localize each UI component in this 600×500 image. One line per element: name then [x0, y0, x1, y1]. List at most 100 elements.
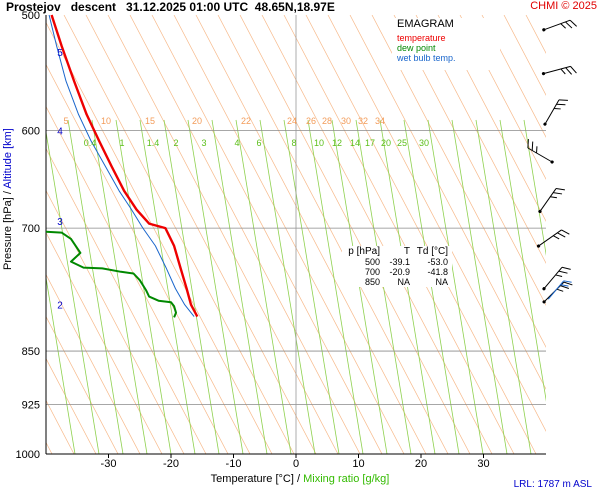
adiabat-label: 34 [375, 116, 385, 126]
mixing-ratio-label: 25 [397, 138, 407, 148]
table-cell: -39.1 [389, 257, 410, 267]
x-axis-label: Temperature [°C] / Mixing ratio [g/kg] [0, 473, 600, 485]
y-tick-label: 1000 [16, 449, 40, 461]
dry-adiabat-line [371, 15, 546, 348]
adiabat-label: 24 [287, 116, 297, 126]
dry-adiabat-line [393, 15, 546, 306]
wind-barb [547, 280, 572, 300]
x-tick-label: -20 [163, 458, 179, 470]
mixing-ratio-label: 14 [350, 138, 360, 148]
dry-adiabat-line [261, 15, 493, 454]
chart-title: Prostejov descent 31.12.2025 01:00 UTC 4… [6, 0, 335, 14]
chart-marks [45, 14, 577, 318]
x-axis-label-mixing-ratio: Mixing ratio [g/kg] [303, 473, 390, 485]
legend-title: EMAGRAM [397, 18, 454, 30]
dry-adiabat-line [195, 15, 427, 454]
table-row: 850 NA NA [342, 277, 452, 287]
dry-adiabat-line [525, 15, 546, 54]
adiabat-label: 26 [306, 116, 316, 126]
y-tick-label: 500 [22, 10, 40, 22]
y-axis-label-pressure: Pressure [hPa] / [2, 188, 14, 270]
mixing-ratio-label: 1.4 [147, 138, 160, 148]
x-tick-label: 0 [293, 458, 299, 470]
mixing-ratio-line [211, 119, 268, 454]
y-tick-label: 925 [22, 400, 40, 412]
mixing-ratio-label: 4 [234, 138, 239, 148]
adiabat-label: 32 [358, 116, 368, 126]
table-cell: NA [435, 277, 448, 287]
table-header-cell: p [hPa] [348, 246, 380, 257]
mixing-ratio-label: 30 [419, 138, 429, 148]
mixing-ratio-line [475, 119, 532, 454]
mixing-ratio-line [67, 119, 124, 454]
legend-item-wet-bulb: wet bulb temp. [397, 53, 456, 63]
credit-label: CHMI © 2025 [530, 0, 597, 12]
mixing-ratio-line [46, 275, 76, 454]
mixing-ratio-line [259, 119, 316, 454]
x-tick-label: -30 [101, 458, 117, 470]
table-cell: 850 [364, 277, 380, 287]
dry-adiabat-line [129, 15, 361, 454]
adiabat-label: 28 [322, 116, 332, 126]
legend-box: EMAGRAM temperature dew point wet bulb t… [392, 18, 500, 70]
wind-barb [541, 65, 577, 76]
dry-adiabat-line [107, 15, 339, 454]
altitude-tick-label: 2 [57, 301, 63, 312]
mixing-ratio-line [163, 119, 220, 454]
dry-adiabat-line [46, 273, 141, 454]
dry-adiabat-line [85, 15, 317, 454]
mixing-ratio-label: 1 [119, 138, 124, 148]
mixing-ratio-label: 2 [173, 138, 178, 148]
x-tick-label: 20 [415, 458, 427, 470]
dry-adiabat-line [46, 189, 185, 454]
mixing-ratio-line [91, 119, 148, 454]
mixing-ratio-line [499, 119, 546, 402]
y-tick-label: 700 [22, 223, 40, 235]
altitude-tick-label: 5 [57, 48, 63, 59]
dry-adiabat-line [503, 15, 546, 96]
table-header-cell: T [403, 246, 410, 257]
dry-adiabat-line [46, 315, 119, 454]
dry-adiabat-line [46, 231, 163, 454]
legend-item-temperature: temperature [397, 33, 446, 43]
dry-adiabat-line [46, 105, 229, 454]
dry-adiabat-line [239, 15, 471, 454]
wind-barb [536, 229, 570, 248]
x-tick-label: -10 [226, 458, 242, 470]
table-header: p [hPa] T Td [°C] [342, 246, 452, 257]
table-cell: -20.9 [389, 267, 410, 277]
mixing-ratio-label: 8 [291, 138, 296, 148]
wind-barb [542, 19, 577, 32]
mixing-ratio-label: 20 [381, 138, 391, 148]
mixing-ratio-line [187, 119, 244, 454]
x-axis-label-temperature: Temperature [°C] / [210, 473, 304, 485]
wind-barb [543, 99, 568, 126]
dry-adiabat-line [459, 15, 546, 180]
mixing-ratio-line [572, 120, 600, 454]
table-cell: -41.8 [427, 267, 448, 277]
mixing-ratio-label: 12 [332, 138, 342, 148]
mixing-ratio-label: 17 [365, 138, 375, 148]
adiabat-label: 30 [341, 116, 351, 126]
dry-adiabat-line [570, 15, 600, 454]
table-row: 700 -20.9 -41.8 [342, 267, 452, 277]
y-axis-label-altitude: Altitude [km] [2, 128, 14, 189]
adiabat-label: 5 [63, 116, 68, 126]
mixing-ratio-line [235, 119, 292, 454]
mixing-ratio-label: 0.4 [84, 138, 97, 148]
adiabat-lines [46, 15, 600, 454]
table-cell: 500 [364, 257, 380, 267]
mixing-ratio-line [331, 119, 388, 454]
wind-barb [542, 281, 573, 304]
mixing-ratio-line [427, 119, 484, 454]
sounding-table: p [hPa] T Td [°C] 500 -39.1 -53.0 700 -2… [342, 246, 452, 287]
table-header-cell: Td [°C] [416, 246, 448, 257]
dry-adiabat-line [349, 15, 546, 390]
mixing-ratio-lines [46, 119, 600, 454]
series-line-dew-point [45, 230, 177, 318]
dry-adiabat-line [437, 15, 546, 222]
mixing-ratio-line [46, 129, 100, 454]
adiabat-label: 15 [145, 116, 155, 126]
